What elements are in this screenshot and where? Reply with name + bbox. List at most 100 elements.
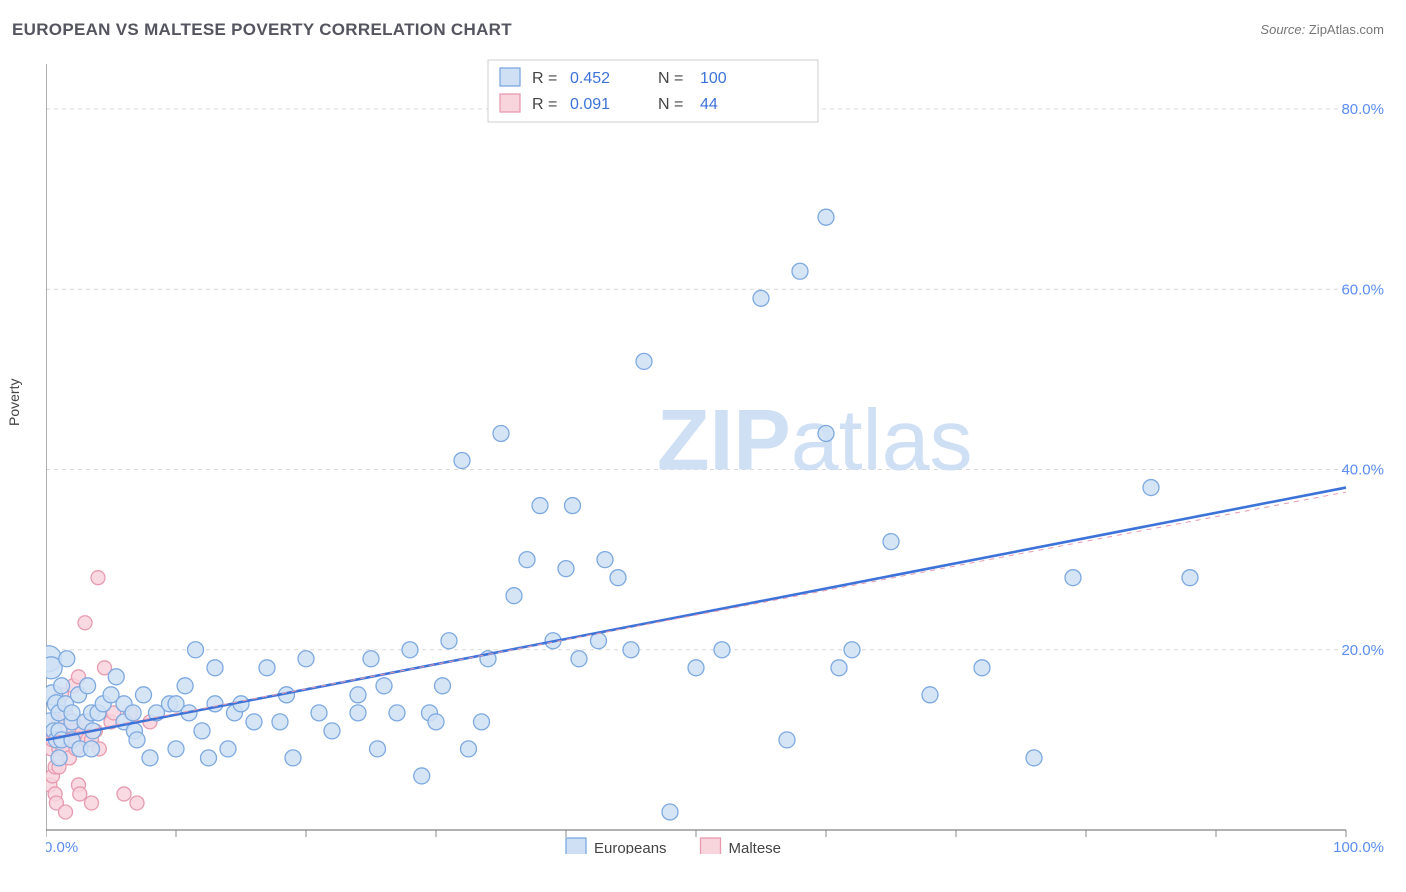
european-point [714,642,730,658]
european-point [370,741,386,757]
y-tick-label: 60.0% [1341,281,1384,298]
european-point [636,353,652,369]
european-point [414,768,430,784]
corr-n-label: N = [658,70,683,87]
source-credit: Source: ZipAtlas.com [1260,22,1384,37]
corr-n-value: 100 [700,70,727,87]
european-point [350,705,366,721]
european-point [136,687,152,703]
european-point [1182,570,1198,586]
european-point [1026,750,1042,766]
european-point [350,687,366,703]
chart-title: EUROPEAN VS MALTESE POVERTY CORRELATION … [12,20,512,40]
european-trendline [46,488,1346,740]
european-point [474,714,490,730]
european-point [59,651,75,667]
european-point [883,534,899,550]
maltese-point [59,805,73,819]
european-point [311,705,327,721]
european-point [298,651,314,667]
european-point [129,732,145,748]
maltese-point [91,571,105,585]
european-point [610,570,626,586]
maltese-point [130,796,144,810]
european-point [591,633,607,649]
european-point [188,642,204,658]
source-label: Source: [1260,22,1305,37]
european-point [565,498,581,514]
european-point [324,723,340,739]
european-point [80,678,96,694]
corr-n-value: 44 [700,96,718,113]
source-value: ZipAtlas.com [1309,22,1384,37]
y-tick-label: 40.0% [1341,462,1384,479]
european-point [623,642,639,658]
european-point [389,705,405,721]
european-point [246,714,262,730]
legend-label: Europeans [594,840,667,854]
european-point [974,660,990,676]
corr-swatch [500,94,520,112]
scatter-chart: 20.0% 40.0% 60.0% 80.0% ZIPatlas 0.0% 100.0% R … [46,54,1386,854]
corr-n-label: N = [658,96,683,113]
y-axis-label: Poverty [6,379,22,426]
european-point [506,588,522,604]
european-point [753,290,769,306]
maltese-point [78,616,92,630]
european-point [142,750,158,766]
maltese-point [117,787,131,801]
corr-r-label: R = [532,96,557,113]
european-point [441,633,457,649]
european-point [220,741,236,757]
european-point [461,741,477,757]
european-point [402,642,418,658]
european-point [207,660,223,676]
european-point [558,561,574,577]
european-point [201,750,217,766]
european-point [792,263,808,279]
european-point [168,741,184,757]
x-max-label: 100.0% [1333,839,1384,854]
european-point [818,209,834,225]
european-point [454,453,470,469]
corr-r-value: 0.091 [570,96,610,113]
chart-container: EUROPEAN VS MALTESE POVERTY CORRELATION … [0,0,1406,892]
european-point [662,804,678,820]
european-point [177,678,193,694]
european-point [54,678,70,694]
european-point [259,660,275,676]
corr-swatch [500,68,520,86]
y-tick-label: 20.0% [1341,642,1384,659]
european-point [532,498,548,514]
european-point [1143,480,1159,496]
european-point [818,425,834,441]
corr-r-value: 0.452 [570,70,610,87]
european-point [376,678,392,694]
legend-label: Maltese [729,840,782,854]
legend-swatch [701,838,721,854]
european-point [688,660,704,676]
european-point [844,642,860,658]
european-point [272,714,288,730]
maltese-point [73,787,87,801]
european-point [779,732,795,748]
y-tick-label: 80.0% [1341,101,1384,118]
european-point [51,750,67,766]
european-point [363,651,379,667]
european-point [125,705,141,721]
x-min-label: 0.0% [46,839,78,854]
european-point [84,741,100,757]
corr-r-label: R = [532,70,557,87]
european-point [108,669,124,685]
european-point [597,552,613,568]
european-point [428,714,444,730]
european-point [194,723,210,739]
european-point [285,750,301,766]
watermark: ZIPatlas [657,393,972,489]
european-point [571,651,587,667]
european-point [519,552,535,568]
european-point [435,678,451,694]
european-point [831,660,847,676]
maltese-point [85,796,99,810]
european-point [1065,570,1081,586]
